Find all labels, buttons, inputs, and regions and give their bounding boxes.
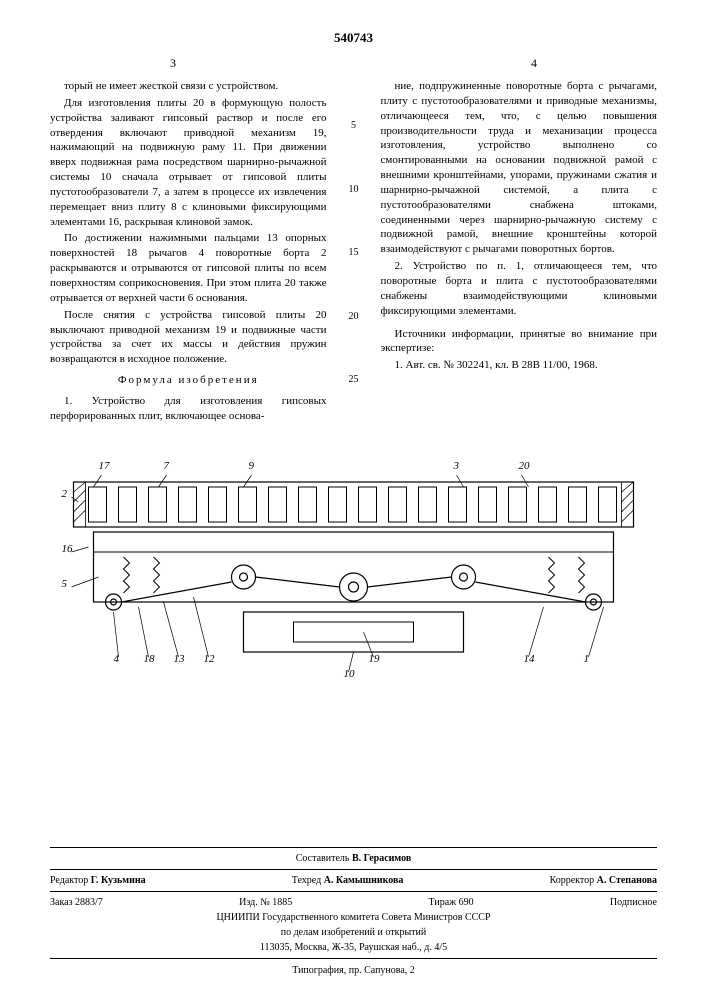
source-1: 1. Авт. св. № 302241, кл. В 28В 11/00, 1… xyxy=(381,358,658,373)
editor-label: Редактор xyxy=(50,875,88,886)
fig-label-9: 9 xyxy=(249,460,255,472)
c1-p4: После снятия с устройства гипсовой плиты… xyxy=(50,308,327,367)
fig-label-18: 18 xyxy=(144,653,156,665)
page-num-left: 3 xyxy=(170,56,176,71)
fig-label-13: 13 xyxy=(174,653,186,665)
izd-label: Изд. № xyxy=(239,897,270,908)
fig-label-14: 14 xyxy=(524,653,536,665)
fig-label-17: 17 xyxy=(99,460,111,472)
typography-line: Типография, пр. Сапунова, 2 xyxy=(50,965,657,976)
corrector-label: Корректор xyxy=(550,875,595,886)
ln20: 20 xyxy=(349,310,359,324)
c1-p2: Для изготовления плиты 20 в формующую по… xyxy=(50,96,327,230)
fig-label-20: 20 xyxy=(519,460,531,472)
fig-label-10: 10 xyxy=(344,668,356,680)
c2-p2: 2. Устройство по п. 1, отличающееся тем,… xyxy=(381,259,658,318)
org-line-1: ЦНИИПИ Государственного комитета Совета … xyxy=(50,910,657,925)
line-number-gutter: 5 10 15 20 25 xyxy=(345,79,363,437)
c2-p1: ние, подпружиненные поворотные борта с р… xyxy=(381,79,658,257)
order-num: 2883/7 xyxy=(75,897,103,908)
fig-label-12: 12 xyxy=(204,653,216,665)
fig-label-5: 5 xyxy=(62,578,68,590)
techred-name: А. Камышникова xyxy=(324,875,404,886)
column-left: торый не имеет жесткой связи с устройств… xyxy=(50,79,327,437)
imprint-block: Составитель В. Герасимов Редактор Г. Куз… xyxy=(50,847,657,976)
tirazh-num: 690 xyxy=(459,897,474,908)
ln25: 25 xyxy=(349,373,359,387)
org-line-2: по делам изобретений и открытий xyxy=(50,925,657,940)
fig-label-4: 4 xyxy=(114,653,120,665)
fig-label-2: 2 xyxy=(62,488,68,500)
c1-p3: По достижении нажимными пальцами 13 опор… xyxy=(50,231,327,305)
izd-num: 1885 xyxy=(272,897,292,908)
techred-label: Техред xyxy=(292,875,321,886)
compiler-label: Составитель xyxy=(296,853,350,864)
ln10: 10 xyxy=(349,183,359,197)
ln5: 5 xyxy=(351,119,356,133)
compiler-name: В. Герасимов xyxy=(352,853,411,864)
formula-heading: Формула изобретения xyxy=(50,373,327,388)
order-label: Заказ xyxy=(50,897,73,908)
c1-p1: торый не имеет жесткой связи с устройств… xyxy=(50,79,327,94)
c1-p5: 1. Устройство для изготовления гипсовых … xyxy=(50,394,327,424)
corrector-name: А. Степанова xyxy=(597,875,657,886)
page-num-right: 4 xyxy=(531,56,537,71)
figure-svg: 17 7 9 3 20 2 16 5 4 18 13 12 10 19 14 1 xyxy=(40,457,667,707)
editor-name: Г. Кузьмина xyxy=(91,875,146,886)
patent-number: 540743 xyxy=(50,30,657,46)
column-right: ние, подпружиненные поворотные борта с р… xyxy=(381,79,658,437)
fig-label-19: 19 xyxy=(369,653,381,665)
text-columns: торый не имеет жесткой связи с устройств… xyxy=(50,79,657,437)
podpisnoe: Подписное xyxy=(610,897,657,908)
fig-label-16: 16 xyxy=(62,543,74,555)
sources-heading: Источники информации, принятые во вниман… xyxy=(381,327,658,357)
fig-label-1: 1 xyxy=(584,653,590,665)
ln15: 15 xyxy=(349,246,359,260)
tirazh-label: Тираж xyxy=(429,897,457,908)
fig-label-7: 7 xyxy=(164,460,170,472)
patent-figure: 17 7 9 3 20 2 16 5 4 18 13 12 10 19 14 1 xyxy=(40,457,667,707)
fig-label-3: 3 xyxy=(453,460,460,472)
org-address: 113035, Москва, Ж-35, Раушская наб., д. … xyxy=(50,940,657,955)
